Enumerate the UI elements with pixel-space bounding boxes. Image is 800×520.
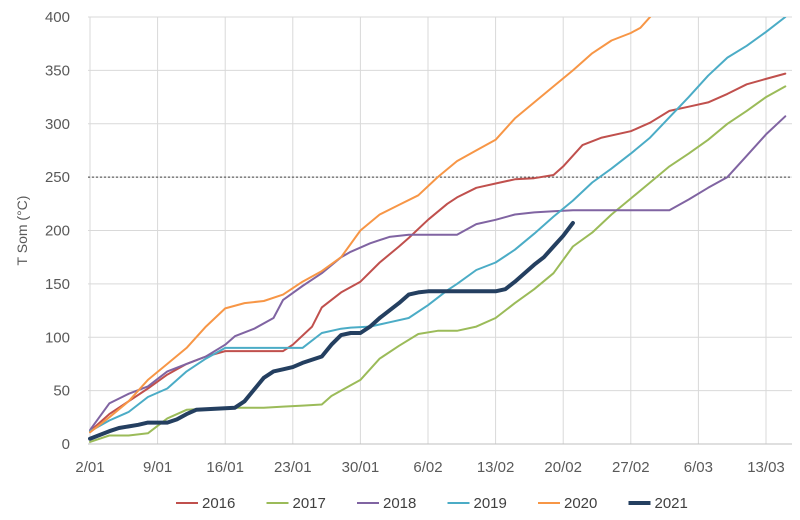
- x-tick-label: 9/01: [143, 459, 172, 476]
- legend-label: 2017: [293, 495, 326, 512]
- x-tick-label: 6/02: [413, 459, 442, 476]
- series-line-2017: [89, 85, 787, 443]
- legend-label: 2018: [383, 495, 416, 512]
- legend-label: 2019: [474, 495, 507, 512]
- y-tick-label: 250: [45, 169, 70, 186]
- x-tick-label: 6/03: [684, 459, 713, 476]
- series-lines: [88, 17, 787, 443]
- legend-label: 2020: [564, 495, 597, 512]
- x-tick-label: 20/02: [544, 459, 582, 476]
- legend-item-2018: 2018: [357, 495, 416, 512]
- legend-label: 2016: [202, 495, 235, 512]
- legend-item-2016: 2016: [176, 495, 235, 512]
- x-tick-label: 30/01: [342, 459, 380, 476]
- x-tick-label: 27/02: [612, 459, 650, 476]
- y-tick-label: 350: [45, 62, 70, 79]
- legend-label: 2021: [655, 495, 688, 512]
- series-line-2016: [89, 72, 787, 433]
- grid-lines: [88, 16, 792, 444]
- y-tick-labels: 0 50 100 150 200 250 300 350 400: [45, 9, 70, 453]
- y-tick-label: 400: [45, 9, 70, 26]
- legend-item-2020: 2020: [538, 495, 597, 512]
- y-tick-label: 100: [45, 329, 70, 346]
- y-tick-label: 150: [45, 276, 70, 293]
- y-tick-label: 50: [53, 383, 70, 400]
- x-tick-label: 23/01: [274, 459, 312, 476]
- series-line-2018: [89, 115, 787, 432]
- series-line-2021: [88, 221, 575, 441]
- legend-item-2017: 2017: [266, 495, 326, 512]
- series-line-2019: [89, 17, 787, 433]
- legend-item-2021: 2021: [628, 495, 688, 512]
- y-tick-label: 200: [45, 223, 70, 240]
- y-tick-label: 0: [62, 436, 70, 453]
- legend: 2016 2017 2018 2019 2020 2021: [176, 495, 688, 512]
- x-tick-labels: 2/01 9/01 16/01 23/01 30/01 6/02 13/02 20/02 27/…: [75, 459, 784, 476]
- series-line-2020: [89, 17, 652, 434]
- legend-item-2019: 2019: [447, 495, 507, 512]
- x-tick-label: 2/01: [75, 459, 104, 476]
- x-tick-label: 16/01: [206, 459, 244, 476]
- y-tick-label: 300: [45, 116, 70, 133]
- y-axis-label: T Som (°C): [14, 196, 30, 266]
- x-tick-label: 13/02: [477, 459, 515, 476]
- x-tick-label: 13/03: [747, 459, 785, 476]
